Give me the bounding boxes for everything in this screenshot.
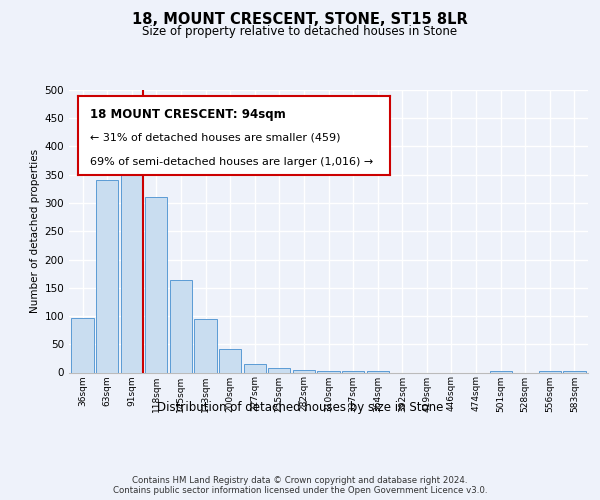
Bar bbox=[194, 320, 217, 372]
Bar bbox=[121, 138, 143, 372]
Bar bbox=[71, 318, 94, 372]
Text: Contains public sector information licensed under the Open Government Licence v3: Contains public sector information licen… bbox=[113, 486, 487, 495]
Bar bbox=[293, 370, 315, 372]
Bar bbox=[170, 280, 192, 372]
Bar bbox=[96, 180, 118, 372]
Bar bbox=[244, 364, 266, 372]
Text: ← 31% of detached houses are smaller (459): ← 31% of detached houses are smaller (45… bbox=[91, 132, 341, 142]
Text: Contains HM Land Registry data © Crown copyright and database right 2024.: Contains HM Land Registry data © Crown c… bbox=[132, 476, 468, 485]
Text: 18, MOUNT CRESCENT, STONE, ST15 8LR: 18, MOUNT CRESCENT, STONE, ST15 8LR bbox=[132, 12, 468, 28]
Text: Distribution of detached houses by size in Stone: Distribution of detached houses by size … bbox=[157, 401, 443, 414]
Text: 18 MOUNT CRESCENT: 94sqm: 18 MOUNT CRESCENT: 94sqm bbox=[91, 108, 286, 120]
Bar bbox=[317, 371, 340, 372]
Bar bbox=[145, 197, 167, 372]
Text: 69% of semi-detached houses are larger (1,016) →: 69% of semi-detached houses are larger (… bbox=[91, 158, 374, 168]
Bar bbox=[219, 349, 241, 372]
Y-axis label: Number of detached properties: Number of detached properties bbox=[30, 149, 40, 314]
Text: Size of property relative to detached houses in Stone: Size of property relative to detached ho… bbox=[142, 25, 458, 38]
Bar bbox=[268, 368, 290, 372]
